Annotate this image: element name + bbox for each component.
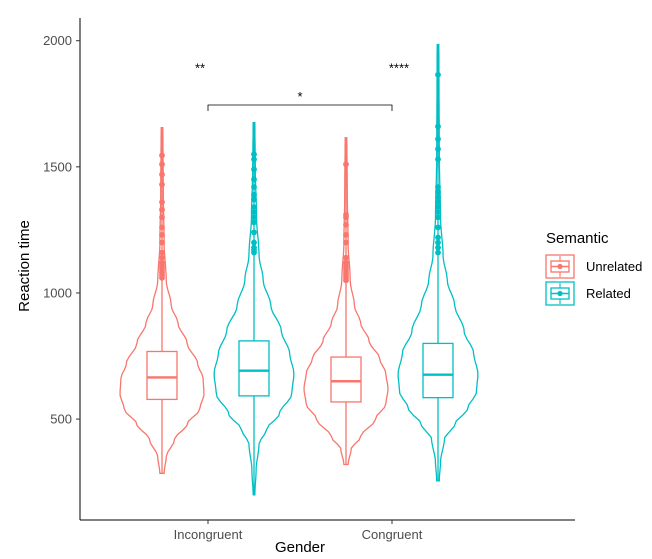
legend-items: Unrelated Related (545, 254, 642, 306)
outlier-point (435, 209, 441, 216)
violin-group-unrelated-incongruent (119, 127, 205, 474)
legend-key-violin (545, 281, 575, 306)
outlier-point (343, 211, 349, 218)
y-tick-label: 1000 (43, 285, 72, 300)
y-tick-label: 2000 (43, 33, 72, 48)
outlier-point (159, 254, 165, 261)
outlier-point (159, 224, 165, 231)
outlier-point (343, 259, 349, 266)
outlier-point (251, 229, 257, 236)
outlier-point (159, 161, 165, 168)
outlier-point (251, 244, 257, 251)
y-axis-ticks: 500 1000 1500 2000 (43, 33, 80, 427)
outlier-point (159, 214, 165, 221)
y-tick-label: 1500 (43, 159, 72, 174)
x-tick-label: Congruent (362, 527, 423, 542)
plot-area (119, 43, 479, 496)
outlier-point (251, 191, 257, 198)
outlier-point (159, 206, 165, 213)
outlier-point (159, 259, 165, 266)
outlier-point (435, 204, 441, 211)
outlier-point (251, 196, 257, 203)
violin-group-related-incongruent (213, 122, 295, 496)
legend-key-violin (545, 254, 575, 279)
outlier-point (251, 166, 257, 173)
outlier-point (251, 176, 257, 183)
significance-annotations: ** ***** (195, 60, 409, 112)
legend-key-point (557, 263, 563, 270)
outlier-point (159, 171, 165, 178)
outlier-point (159, 239, 165, 246)
violin-outline (303, 137, 389, 466)
outlier-point (159, 232, 165, 238)
outlier-point (343, 161, 349, 168)
legend-item: Unrelated (545, 254, 642, 279)
outlier-point (159, 181, 165, 188)
y-axis-title: Reaction time (16, 220, 33, 312)
outlier-point (251, 214, 257, 221)
legend-title: Semantic (546, 230, 609, 247)
outlier-point (435, 194, 441, 201)
outlier-point (435, 71, 441, 78)
outlier-point (435, 214, 441, 221)
outlier-point (435, 123, 441, 130)
x-tick-label: Incongruent (174, 527, 243, 542)
outlier-point (251, 239, 257, 246)
significance-label: * (297, 89, 302, 104)
outlier-point (251, 151, 257, 158)
outlier-point (159, 152, 165, 159)
legend-item: Related (545, 281, 631, 306)
outlier-point (435, 244, 441, 251)
outlier-point (435, 136, 441, 142)
outlier-point (435, 184, 441, 190)
significance-bracket (207, 104, 393, 112)
outlier-point (435, 234, 441, 241)
x-axis-title: Gender (275, 539, 325, 556)
outlier-point (343, 254, 349, 261)
legend-label: Unrelated (586, 259, 642, 274)
violin-outline (119, 127, 205, 474)
outlier-point (251, 184, 257, 190)
box (422, 342, 454, 399)
outlier-point (435, 224, 441, 231)
outlier-point (343, 232, 349, 238)
outlier-point (435, 189, 441, 195)
outlier-point (159, 199, 165, 206)
box (238, 340, 270, 397)
x-axis-ticks: Incongruent Congruent (174, 520, 423, 542)
box (330, 356, 362, 403)
violin-group-unrelated-congruent (303, 137, 389, 466)
outlier-point (435, 146, 441, 153)
outlier-point (343, 239, 349, 246)
outlier-point (435, 156, 441, 163)
significance-label: ** (195, 60, 205, 75)
outlier-point (435, 239, 441, 246)
outlier-point (251, 219, 257, 226)
outlier-point (159, 249, 165, 256)
legend-key-point (557, 290, 563, 297)
box (146, 350, 178, 401)
violin-group-related-congruent (397, 43, 479, 482)
violin-outline (213, 122, 295, 496)
outlier-point (251, 204, 257, 211)
outlier-point (251, 209, 257, 216)
significance-label: **** (389, 60, 409, 75)
legend-label: Related (586, 286, 631, 301)
violin-outline (397, 43, 479, 482)
outlier-point (251, 156, 257, 163)
legend: Semantic Unrelated Related (545, 230, 642, 306)
outlier-point (435, 199, 441, 206)
outlier-point (435, 249, 441, 256)
outlier-point (343, 221, 349, 228)
y-tick-label: 500 (50, 412, 72, 427)
